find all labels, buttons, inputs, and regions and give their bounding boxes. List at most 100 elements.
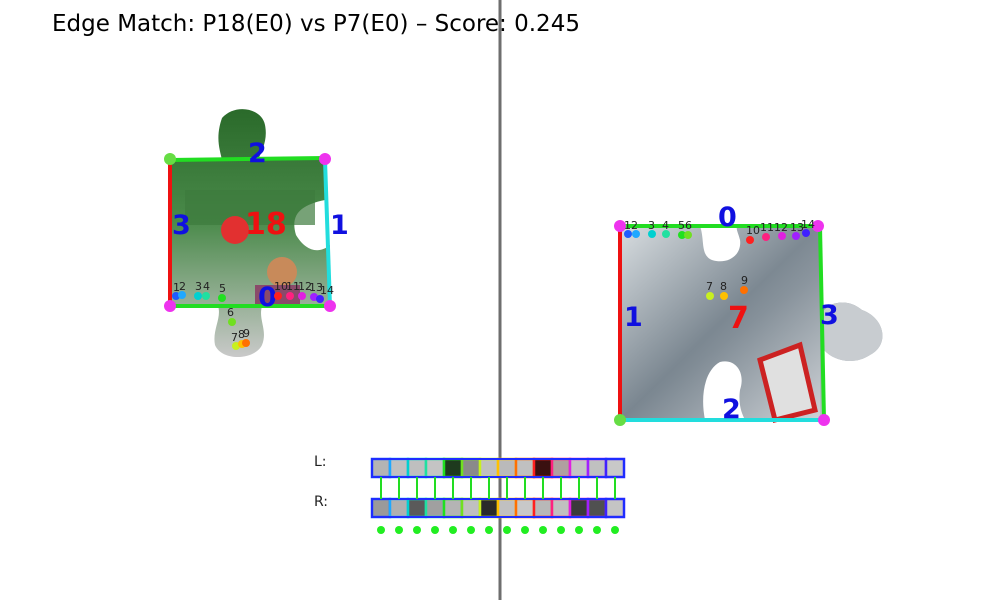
match-dot-8: [503, 526, 511, 534]
left-point-label-5: 5: [219, 282, 226, 295]
left-swatch-4: [424, 457, 446, 479]
match-dot-10: [539, 526, 547, 534]
right-point-10: [746, 236, 754, 244]
right-point-label-11: 11: [760, 221, 774, 234]
right-piece-notch-bottom: [703, 361, 745, 420]
left-point-label-2: 2: [179, 280, 186, 293]
right-point-11: [762, 233, 770, 241]
match-indicator-dots: [377, 526, 619, 534]
left-edge-label-3: 3: [172, 210, 191, 241]
left-point-label-11: 11: [286, 280, 300, 293]
right-point-3: [648, 230, 656, 238]
left-piece-face: [267, 257, 297, 287]
left-edge-1-line: [323, 159, 332, 307]
right-point-1: [624, 230, 632, 238]
right-point-5: [678, 231, 686, 239]
left-point-label-13: 13: [309, 281, 323, 294]
right-point-2: [632, 230, 640, 238]
right-swatch-1: [370, 497, 392, 519]
right-point-label-10: 10: [746, 224, 760, 237]
right-swatch-10: [532, 497, 554, 519]
left-piece-tree-band: [185, 190, 315, 225]
left-point-4: [202, 292, 210, 300]
right-piece-notch-top: [700, 226, 741, 262]
right-sample-points: [624, 229, 810, 300]
left-puzzle-piece: 0 1 2 3 18 1 2 3 4 5 6: [164, 109, 349, 358]
right-swatch-3: [406, 497, 428, 519]
right-point-label-6: 6: [685, 219, 692, 232]
right-point-9: [740, 286, 748, 294]
left-point-label-6: 6: [227, 306, 234, 319]
right-edge-label-3: 3: [820, 300, 839, 331]
left-point-labels: 1 2 3 4 5 6 7 8 9 10 11 12 13 14: [173, 280, 334, 344]
left-strip-border: [371, 458, 625, 478]
left-point-label-9: 9: [243, 327, 250, 340]
match-dot-1: [377, 526, 385, 534]
left-swatch-12: [568, 457, 590, 479]
left-point-2: [178, 291, 186, 299]
left-point-label-1: 1: [173, 281, 180, 294]
right-piece-tab: [824, 302, 883, 362]
right-point-label-14: 14: [801, 218, 815, 231]
left-corner-bl: [164, 300, 176, 312]
left-point-3: [194, 292, 202, 300]
right-point-12: [778, 232, 786, 240]
left-swatch-8: [496, 457, 518, 479]
match-dot-14: [611, 526, 619, 534]
right-point-6: [684, 231, 692, 239]
right-point-4: [662, 230, 670, 238]
match-dot-6: [467, 526, 475, 534]
left-swatch-7: [478, 457, 500, 479]
right-corner-bl: [614, 414, 626, 426]
left-piece-id: 18: [245, 207, 287, 242]
right-point-label-8: 8: [720, 280, 727, 293]
right-edge-label-0: 0: [718, 202, 737, 233]
left-strip-label: L:: [314, 454, 327, 470]
right-edge-label-1: 1: [624, 302, 643, 333]
left-point-label-8: 8: [238, 328, 245, 341]
match-dot-4: [431, 526, 439, 534]
right-point-label-9: 9: [741, 274, 748, 287]
right-corner-tl: [614, 220, 626, 232]
left-swatch-1: [370, 457, 392, 479]
left-corner-br: [324, 300, 336, 312]
left-swatch-3: [406, 457, 428, 479]
right-swatch-4: [424, 497, 446, 519]
right-swatch-11: [550, 497, 572, 519]
right-point-14: [802, 229, 810, 237]
right-swatch-13: [586, 497, 608, 519]
left-swatch-6: [460, 457, 482, 479]
left-point-6: [228, 318, 236, 326]
left-swatch-10: [532, 457, 554, 479]
right-point-label-3: 3: [648, 219, 655, 232]
right-point-7: [706, 292, 714, 300]
left-point-label-7: 7: [231, 331, 238, 344]
right-swatch-6: [460, 497, 482, 519]
left-edge-2-line: [169, 156, 326, 162]
right-point-13: [792, 232, 800, 240]
left-point-14: [316, 295, 324, 303]
left-sample-points: [172, 291, 324, 350]
match-dot-12: [575, 526, 583, 534]
right-swatch-7: [478, 497, 500, 519]
left-swatch-2: [388, 457, 410, 479]
right-edge-3-line: [818, 225, 826, 421]
right-point-8: [720, 292, 728, 300]
right-point-label-2: 2: [631, 219, 638, 232]
right-strip-label: R:: [314, 494, 328, 510]
right-swatch-9: [514, 497, 536, 519]
match-dot-3: [413, 526, 421, 534]
match-title: Edge Match: P18(E0) vs P7(E0) – Score: 0…: [52, 11, 580, 37]
left-swatch-13: [586, 457, 608, 479]
left-swatch-9: [514, 457, 536, 479]
left-point-label-10: 10: [274, 280, 288, 293]
right-point-label-12: 12: [774, 221, 788, 234]
left-swatch-strip: [370, 457, 626, 479]
swatch-match-links: [380, 477, 616, 499]
left-swatch-5: [442, 457, 464, 479]
right-puzzle-piece: 0 1 2 3 7 1 2 3 4 5 6 7: [614, 202, 883, 426]
left-point-label-3: 3: [195, 280, 202, 293]
left-point-1: [172, 292, 180, 300]
right-corner-br: [818, 414, 830, 426]
